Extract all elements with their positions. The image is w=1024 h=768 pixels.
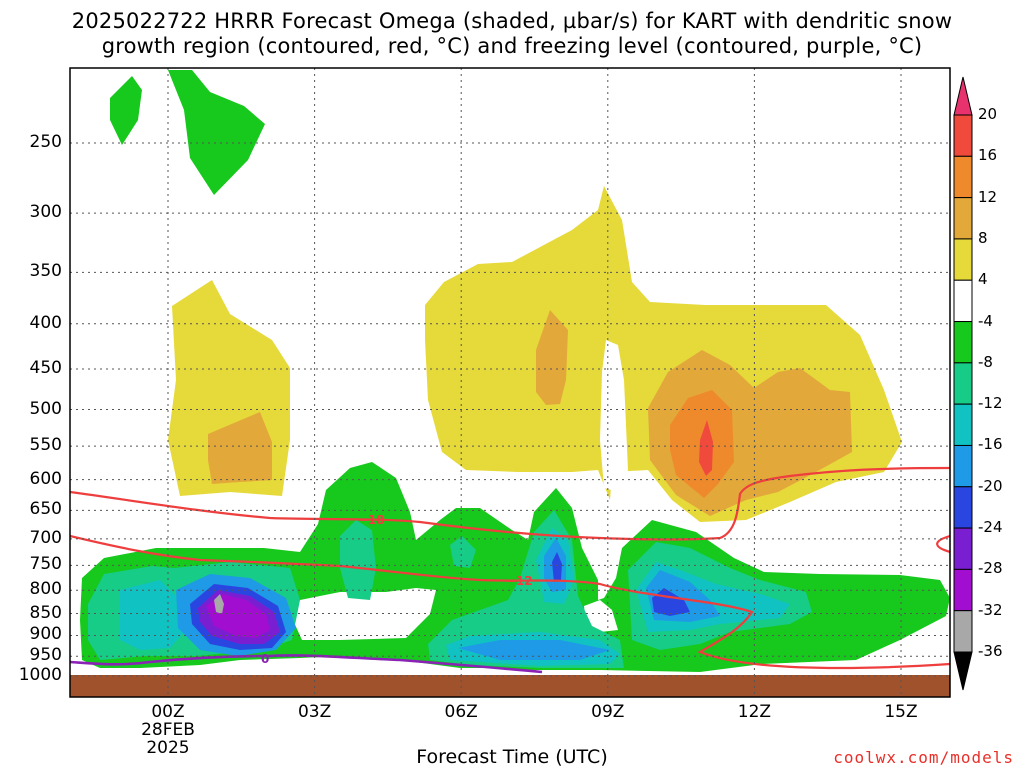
colorbar-box-6 (953, 362, 973, 405)
colorbar-box-5 (953, 321, 973, 364)
y-tick-label-450: 450 (29, 357, 62, 378)
plot-frame (69, 67, 951, 698)
x-tick-sublabel: 28FEB (141, 720, 195, 740)
colorbar-tick-label: -24 (978, 518, 1003, 537)
omega-region-neg16-b (458, 640, 610, 660)
omega-region-neg32 (214, 594, 224, 614)
colorbar-box-11 (953, 568, 973, 612)
colorbar-box-9 (953, 486, 973, 529)
omega-region-neg4-top (168, 70, 265, 195)
ground-surface (70, 675, 950, 697)
colorbar-bottom-arrow (953, 651, 973, 691)
colorbar-tick-label: 20 (978, 105, 998, 123)
colorbar-tick-label: 8 (978, 228, 988, 247)
omega-region-neg4-top-left (110, 76, 142, 145)
freezing-level-contour (70, 654, 543, 674)
colorbar-box-7 (953, 403, 973, 446)
y-tick-label-250: 250 (29, 132, 62, 152)
colorbar-box-4 (953, 279, 973, 323)
y-tick-label-550: 550 (29, 435, 62, 456)
x-tick-sublabel: 2025 (146, 738, 190, 758)
omega-region-neutral-gap (600, 340, 628, 492)
colorbar-tick-label: 16 (978, 146, 998, 165)
colorbar (953, 76, 973, 691)
x-tick-label-00Z: 00Z 28FEB 2025 (128, 703, 208, 757)
omega-region-neg8-upper-b (450, 536, 476, 568)
colorbar-box-1 (953, 155, 973, 199)
y-tick-label-650: 650 (29, 499, 62, 520)
omega-region-neg20-b (552, 552, 562, 582)
colorbar-tick-label: -28 (978, 559, 1003, 578)
x-axis-label: Forecast Time (UTC) (416, 746, 608, 768)
dendritic-contour-minus12 (70, 534, 950, 670)
y-tick-label-300: 300 (29, 202, 62, 223)
omega-region-neutral-low (584, 600, 618, 632)
site-credit: coolwx.com/models (833, 748, 1014, 767)
colorbar-box-12 (953, 610, 973, 653)
y-tick-label-1000: 1000 (18, 665, 62, 685)
omega-region-pos8-a (536, 310, 568, 405)
y-tick-label-500: 500 (29, 398, 62, 419)
colorbar-box-8 (953, 444, 973, 488)
omega-shading: −18 −12 0 (70, 70, 950, 697)
colorbar-tick-label: 12 (978, 187, 998, 206)
grid-lines (70, 68, 950, 697)
omega-region-neg8-b (428, 510, 624, 668)
x-tick-label-12Z: 12Z (737, 702, 772, 722)
y-tick-label-350: 350 (29, 261, 62, 282)
colorbar-tick-label: -8 (978, 352, 993, 371)
y-tick-label-900: 900 (29, 624, 62, 645)
colorbar-box-10 (953, 527, 973, 570)
dendritic-contour-minus12-edge (936, 534, 950, 554)
colorbar-top-arrow (953, 76, 973, 116)
omega-region-neg12-a (120, 580, 186, 650)
y-tick-label-400: 400 (29, 312, 62, 333)
colorbar-tick-label: -16 (978, 435, 1003, 454)
colorbar-tick-label: -12 (978, 394, 1003, 413)
y-tick-label-600: 600 (29, 468, 62, 489)
chart-title-line2: growth region (contoured, red, °C) and f… (101, 34, 923, 58)
contour-label-zero: 0 (261, 652, 269, 666)
colorbar-box-0 (953, 114, 973, 157)
x-tick-label-03Z: 03Z (297, 702, 332, 722)
colorbar-tick-label: -20 (978, 476, 1003, 495)
omega-region-pos16 (699, 420, 713, 476)
dendritic-contour-minus18 (70, 466, 950, 541)
x-tick-label-06Z: 06Z (444, 702, 478, 722)
x-tick-label-09Z: 09Z (591, 702, 625, 722)
contour-label-minus18: −18 (358, 513, 385, 527)
contour-label-minus12: −12 (506, 574, 533, 588)
colorbar-tick-label: -36 (978, 642, 1003, 660)
y-tick-label-850: 850 (29, 602, 62, 623)
omega-region-neg8-upper (340, 520, 376, 600)
y-tick-label-950: 950 (29, 645, 62, 666)
colorbar-box-2 (953, 197, 973, 240)
y-tick-label-750: 750 (29, 554, 62, 575)
colorbar-tick-label: 4 (978, 270, 988, 289)
y-tick-label-800: 800 (29, 579, 62, 600)
colorbar-tick-label: -4 (978, 311, 993, 330)
chart-title-line1: 2025022722 HRRR Forecast Omega (shaded, … (71, 9, 953, 33)
omega-region-pos8-left (208, 412, 272, 484)
x-tick-label-15Z: 15Z (884, 702, 918, 722)
colorbar-box-3 (953, 238, 973, 281)
y-tick-label-700: 700 (29, 527, 62, 548)
colorbar-tick-label: -32 (978, 600, 1003, 619)
